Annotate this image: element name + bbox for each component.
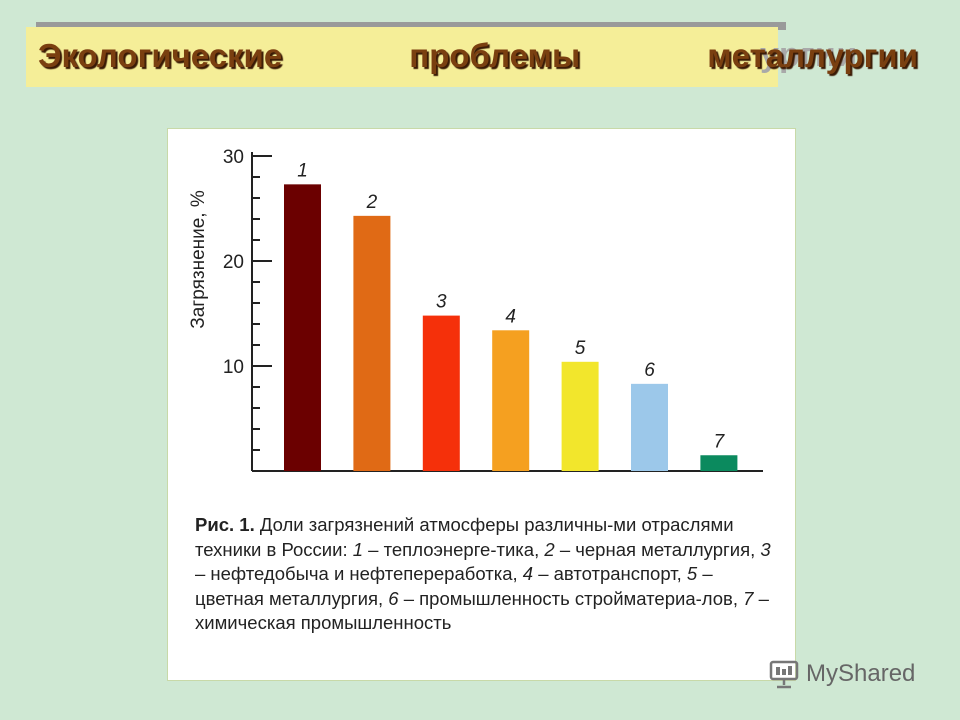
y-tick-label: 20: [223, 252, 244, 273]
watermark: MyShared: [768, 656, 915, 692]
slide-title-word: проблемы: [409, 37, 581, 74]
bar-label: 3: [436, 292, 447, 313]
watermark-text: MyShared: [806, 660, 916, 687]
caption-item-number: 3: [760, 538, 771, 560]
bar-2: [353, 215, 391, 471]
bar-7: [700, 455, 738, 471]
bar-label: 7: [714, 431, 726, 452]
caption-fig-label: Рис. 1.: [195, 514, 255, 535]
caption-text: – теплоэнерге-тика,: [363, 538, 545, 560]
caption-text: – черная металлургия,: [554, 538, 761, 560]
caption-text: – цветная металлургия,: [195, 563, 713, 609]
title-ghost-text: ургии: [760, 36, 858, 74]
caption-text: – нефтедобыча и нефтепереработка,: [195, 563, 523, 584]
bar-label: 5: [575, 338, 586, 359]
bar-4: [492, 330, 530, 471]
title-shadow: [36, 22, 786, 30]
bar-label: 2: [366, 192, 378, 213]
caption-item-number: 1: [352, 538, 364, 560]
bar-1: [284, 184, 321, 471]
y-tick-label: 10: [223, 357, 244, 378]
caption-body: Доли загрязнений атмосферы различны-ми о…: [195, 514, 771, 633]
bar-label: 6: [644, 360, 655, 381]
slide-title-word: Экологические: [38, 37, 283, 74]
caption-item-number: 7: [743, 587, 754, 609]
figure-panel: 10 20 30 Загрязнение, % 1 2 3 4 5 6 7 Рис. 1. Доли…: [167, 128, 796, 681]
caption-item-number: 2: [544, 538, 555, 560]
caption-text: Доли загрязнений атмосферы различны-ми о…: [195, 514, 734, 560]
bar-6: [631, 383, 668, 471]
bar-5: [561, 361, 599, 471]
caption-item-number: 6: [388, 587, 399, 609]
caption-text: – промышленность стройматериа-лов,: [398, 587, 744, 609]
caption-text: – автотранспорт,: [533, 563, 687, 584]
bar-label: 1: [297, 160, 308, 181]
bar-label: 4: [505, 306, 516, 327]
slide-title: Экологические проблемы металлургии: [38, 37, 918, 75]
slide-title-word: металлургии: [707, 37, 918, 74]
figure-caption: Рис. 1. Доли загрязнений атмосферы разли…: [195, 513, 785, 636]
caption-text: – химическая промышленность: [195, 587, 769, 634]
bar-3: [422, 315, 460, 471]
caption-item-number: 4: [522, 563, 534, 584]
y-tick-label: 30: [223, 147, 244, 168]
title-bar: [26, 27, 778, 87]
y-axis-label: Загрязнение, %: [188, 190, 209, 329]
presentation-screen-icon: [769, 660, 799, 689]
bar-chart: 10 20 30 Загрязнение, % 1 2 3 4 5 6 7: [188, 147, 763, 472]
caption-item-number: 5: [686, 563, 698, 584]
